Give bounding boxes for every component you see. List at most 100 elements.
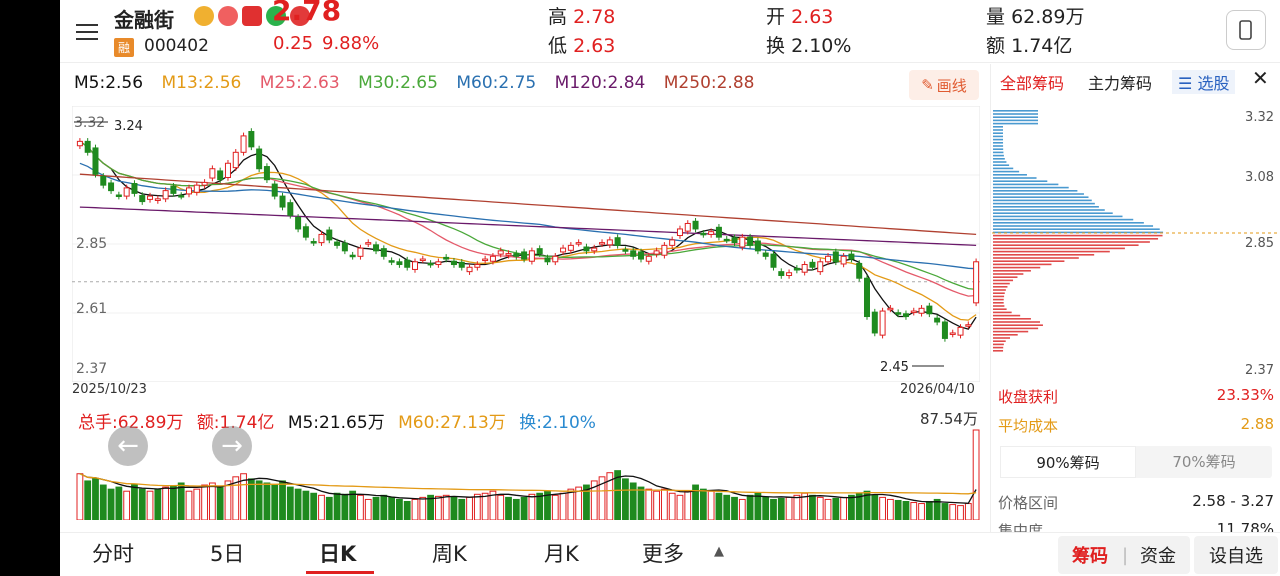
volume-bar [879,496,886,520]
ma5-label: M5:2.56 [74,73,144,93]
scroll-right-button[interactable]: → [212,426,252,466]
volume-bar [380,494,388,520]
volume-bar [201,484,208,520]
stat-turnover: 换 2.10% [766,31,851,58]
date-end-label: 2026/04/10 [900,382,975,397]
candle [622,246,629,255]
tab-more[interactable]: 更多 [642,542,684,566]
volume-bar [450,496,458,520]
volume-bar [419,496,427,520]
volume-bar [910,502,918,520]
draw-line-button[interactable]: ✎ 画线 [909,70,979,100]
volume-ma60-line [79,473,977,495]
ma60-label: M60:2.75 [456,73,537,93]
chip-bar [993,119,1038,122]
tab-intraday[interactable]: 分时 [92,542,134,566]
candle [365,239,372,248]
active-tab-indicator [306,571,374,574]
volume-bar [466,496,473,520]
chip-bar [993,276,1018,278]
chip-bar [993,206,1099,208]
tab-all-chips[interactable]: 全部筹码 [1000,74,1065,93]
wechat-icon[interactable] [266,6,286,26]
chip-bar [993,135,1004,138]
volume-bar [793,494,801,520]
candle [560,244,567,256]
candle [887,305,894,313]
volume-bar [372,496,380,520]
chip-bar [993,286,1008,288]
share-icon[interactable] [218,6,238,26]
candle [388,257,395,266]
list-icon: ☰ [1178,74,1193,93]
candle [614,234,621,249]
volume-bar [138,488,146,520]
candle [645,253,652,265]
volume-bar [177,482,185,520]
chip-bar [993,337,1011,339]
chips-button[interactable]: 筹码 [1071,546,1108,567]
volume-bar [520,496,528,520]
chip-bar [993,132,1004,134]
chip-bar [993,327,1039,330]
chip-bar [993,247,1125,250]
ma120-line [79,206,977,247]
chip-bar [993,295,1005,298]
stat-amount: 额 1.74亿 [986,31,1072,58]
candle [770,250,777,271]
volume-bar [754,492,762,520]
volume-bar [590,480,598,520]
volume-bar [933,498,941,520]
seg-70-button[interactable]: 70%筹码 [1172,453,1236,471]
volume-turnover-label: 换:2.10% [519,413,596,433]
candle [450,257,457,268]
candle [310,238,317,246]
ma25-line [79,140,977,297]
candle [957,324,964,339]
chip-bar [993,302,1004,304]
notify-icon[interactable] [290,6,310,26]
candle [918,305,925,317]
candle [825,253,832,266]
funds-button[interactable]: 资金 [1140,546,1177,567]
seg-90-button[interactable]: 90%筹码 [1000,446,1136,478]
volume-chart[interactable] [72,428,980,520]
pick-stock-button[interactable]: ☰ 选股 [1172,70,1236,94]
volume-bar [583,484,590,520]
volume-bar [154,488,162,520]
volume-bar [832,497,840,520]
candle [544,254,551,266]
tab-weekly-k[interactable]: 周K [432,542,467,566]
caret-up-icon[interactable]: ▲ [714,544,724,559]
add-watchlist-button[interactable]: 设自选 [1194,536,1278,574]
candle [700,230,707,238]
candle [108,179,115,194]
tab-5day[interactable]: 5日 [210,542,245,566]
candlestick-chart[interactable]: 3.32 2.85 2.61 2.37 3.24 2.45 [72,106,980,382]
volume-bar [333,492,341,520]
candle [357,244,364,260]
tab-main-chips[interactable]: 主力筹码 [1088,74,1153,93]
rotate-screen-button[interactable] [1226,10,1266,50]
volume-bar [224,480,232,520]
price-range-value: 2.58 - 3.27 [1192,492,1274,510]
volume-bar [131,483,138,520]
volume-bar [606,472,614,520]
candle [567,242,574,254]
volume-bar [785,496,793,520]
volume-bar [925,500,933,520]
candle [217,167,224,183]
chip-bar [993,279,1014,282]
video-icon[interactable] [242,6,262,26]
close-icon[interactable]: ✕ [1252,66,1269,90]
weibo-icon[interactable] [194,6,214,26]
avg-cost-value: 2.88 [1240,415,1274,433]
scroll-left-button[interactable]: ← [108,426,148,466]
back-menu-icon[interactable] [74,22,104,42]
volume-bar [255,480,263,520]
candle [630,247,637,260]
chip-bar [993,257,1079,259]
avg-cost-row: 平均成本 2.88 [998,415,1274,436]
tab-daily-k[interactable]: 日K [319,542,357,566]
tab-monthly-k[interactable]: 月K [544,542,579,566]
